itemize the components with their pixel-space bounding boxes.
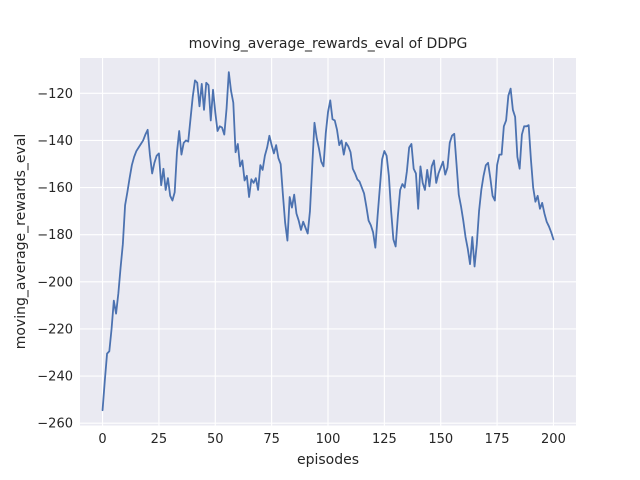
x-tick-label: 0: [98, 432, 106, 447]
x-tick-label: 150: [428, 432, 453, 447]
x-tick-label: 125: [372, 432, 397, 447]
y-tick-label: −200: [37, 275, 73, 290]
y-tick-label: −120: [37, 87, 73, 102]
x-axis-label: episodes: [297, 452, 359, 468]
y-tick-label: −160: [37, 181, 73, 196]
x-tick-label: 75: [263, 432, 280, 447]
y-tick-label: −140: [37, 134, 73, 149]
y-axis-label: moving_average_rewards_eval: [13, 134, 29, 350]
y-tick-label: −180: [37, 228, 73, 243]
chart-title: moving_average_rewards_eval of DDPG: [189, 36, 468, 52]
y-tick-label: −260: [37, 417, 73, 432]
data-line: [101, 71, 555, 412]
y-tick-label: −220: [37, 322, 73, 337]
x-tick-label: 175: [485, 432, 510, 447]
x-tick-label: 100: [316, 432, 341, 447]
x-tick-label: 25: [151, 432, 168, 447]
x-tick-label: 200: [541, 432, 566, 447]
x-tick-labels: 0 25 50 75 100 125 150 175 200: [98, 432, 565, 447]
x-tick-label: 50: [207, 432, 224, 447]
y-tick-labels: −260 −240 −220 −200 −180 −160 −140 −120: [37, 87, 73, 432]
y-tick-label: −240: [37, 370, 73, 385]
